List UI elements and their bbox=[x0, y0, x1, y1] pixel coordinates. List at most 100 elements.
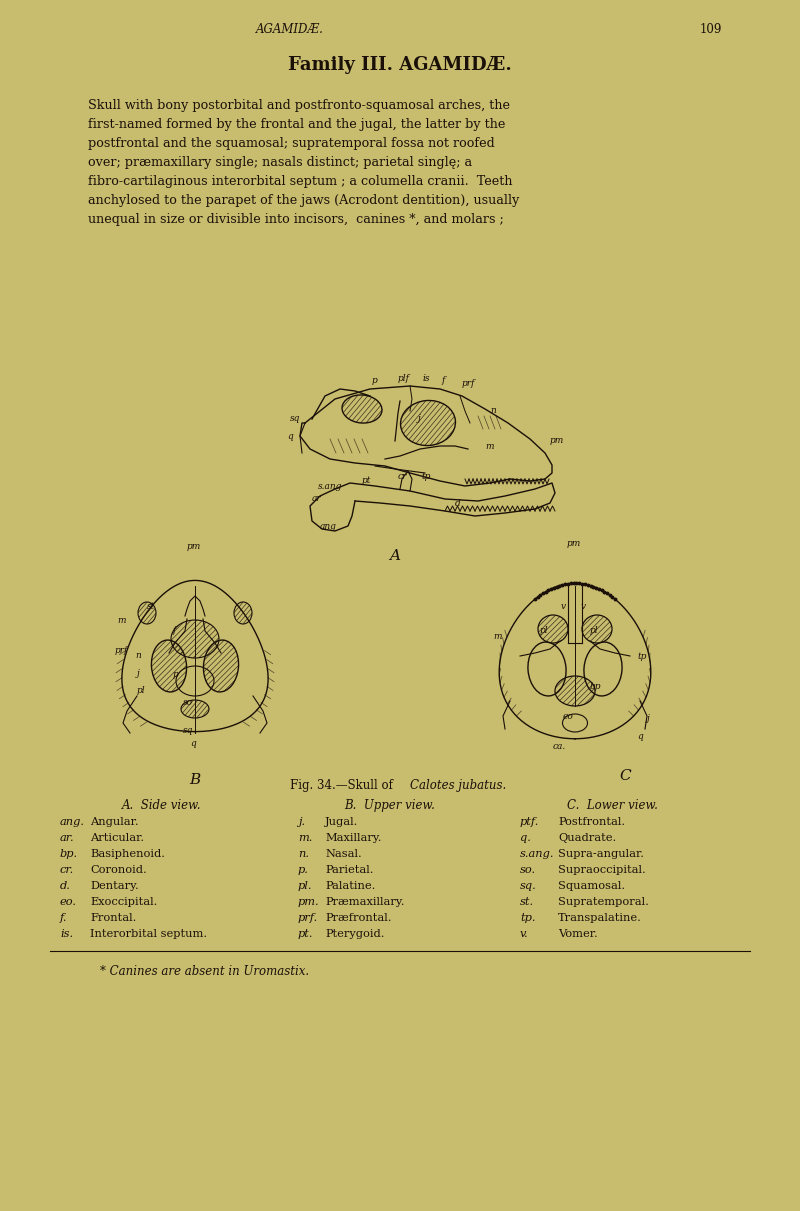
Text: ang: ang bbox=[320, 522, 337, 530]
Text: Supra-angular.: Supra-angular. bbox=[558, 849, 644, 859]
Text: v.: v. bbox=[520, 929, 529, 939]
Text: s.ang: s.ang bbox=[318, 482, 342, 490]
Text: Transpalatine.: Transpalatine. bbox=[558, 913, 642, 923]
Text: bp.: bp. bbox=[60, 849, 78, 859]
Text: s.ang.: s.ang. bbox=[520, 849, 554, 859]
Text: pl.: pl. bbox=[298, 880, 313, 891]
Text: Quadrate.: Quadrate. bbox=[558, 833, 616, 843]
Text: so.: so. bbox=[520, 865, 536, 876]
Text: q: q bbox=[287, 432, 293, 441]
Text: prf: prf bbox=[462, 379, 475, 388]
Text: p: p bbox=[372, 375, 378, 385]
Text: A: A bbox=[390, 549, 401, 563]
Text: j.: j. bbox=[298, 817, 305, 827]
Text: Supraoccipital.: Supraoccipital. bbox=[558, 865, 646, 876]
Text: m: m bbox=[117, 616, 126, 625]
Text: AGAMIDÆ.: AGAMIDÆ. bbox=[256, 23, 324, 36]
Text: A.  Side view.: A. Side view. bbox=[122, 799, 202, 813]
Text: f: f bbox=[442, 375, 446, 385]
Text: first-named formed by the frontal and the jugal, the latter by the: first-named formed by the frontal and th… bbox=[88, 117, 506, 131]
Text: Jugal.: Jugal. bbox=[325, 817, 358, 827]
Text: cr: cr bbox=[398, 472, 407, 481]
Text: ang.: ang. bbox=[60, 817, 85, 827]
Text: ar: ar bbox=[312, 494, 322, 503]
Text: Calotes jubatus.: Calotes jubatus. bbox=[410, 779, 506, 792]
Text: Basiphenoid.: Basiphenoid. bbox=[90, 849, 165, 859]
Text: plf: plf bbox=[398, 374, 410, 383]
Text: anchylosed to the parapet of the jaws (Acrodont dentition), usually: anchylosed to the parapet of the jaws (A… bbox=[88, 194, 519, 207]
Text: sq: sq bbox=[183, 727, 194, 735]
Text: sq: sq bbox=[290, 414, 300, 423]
Text: n.: n. bbox=[298, 849, 309, 859]
Text: q: q bbox=[190, 739, 196, 748]
Text: v: v bbox=[581, 602, 586, 612]
Text: Coronoid.: Coronoid. bbox=[90, 865, 146, 876]
Text: ptf.: ptf. bbox=[520, 817, 539, 827]
Text: postfrontal and the squamosal; supratemporal fossa not roofed: postfrontal and the squamosal; supratemp… bbox=[88, 137, 494, 150]
Text: pm.: pm. bbox=[298, 897, 320, 907]
Text: is.: is. bbox=[60, 929, 73, 939]
Text: n: n bbox=[490, 406, 496, 415]
Text: Præfrontal.: Præfrontal. bbox=[325, 913, 391, 923]
Text: Fig. 34.—Skull of: Fig. 34.—Skull of bbox=[290, 779, 397, 792]
Text: pl: pl bbox=[590, 626, 598, 635]
Text: unequal in size or divisible into incisors,  canines *, and molars ;: unequal in size or divisible into inciso… bbox=[88, 213, 504, 226]
Text: d: d bbox=[455, 499, 461, 507]
Text: j: j bbox=[137, 668, 140, 678]
Text: Interorbital septum.: Interorbital septum. bbox=[90, 929, 207, 939]
Text: pl: pl bbox=[137, 685, 146, 695]
Text: is: is bbox=[423, 374, 430, 383]
Text: eo.: eo. bbox=[60, 897, 77, 907]
Text: pm: pm bbox=[567, 539, 582, 549]
Text: Squamosal.: Squamosal. bbox=[558, 880, 625, 891]
Text: B.  Upper view.: B. Upper view. bbox=[345, 799, 435, 813]
Text: j: j bbox=[418, 414, 421, 423]
Text: pl: pl bbox=[540, 626, 549, 635]
Text: Supratemporal.: Supratemporal. bbox=[558, 897, 649, 907]
Text: m.: m. bbox=[298, 833, 312, 843]
Text: * Canines are absent in Uromastix.: * Canines are absent in Uromastix. bbox=[100, 965, 309, 978]
Text: f.: f. bbox=[60, 913, 67, 923]
Text: st.: st. bbox=[520, 897, 534, 907]
Text: m: m bbox=[493, 632, 502, 641]
Text: Angular.: Angular. bbox=[90, 817, 138, 827]
Text: Præmaxillary.: Præmaxillary. bbox=[325, 897, 405, 907]
Text: sq.: sq. bbox=[520, 880, 537, 891]
Text: cr.: cr. bbox=[60, 865, 74, 876]
Text: tp: tp bbox=[422, 472, 431, 481]
Text: bp: bp bbox=[590, 682, 602, 691]
Text: st: st bbox=[147, 602, 155, 612]
Text: d.: d. bbox=[60, 880, 71, 891]
Text: tp: tp bbox=[637, 652, 646, 661]
Text: p.: p. bbox=[298, 865, 309, 876]
Text: Dentary.: Dentary. bbox=[90, 880, 138, 891]
Text: m: m bbox=[485, 442, 494, 450]
Text: Pterygoid.: Pterygoid. bbox=[325, 929, 385, 939]
Text: C: C bbox=[619, 769, 631, 784]
Text: v: v bbox=[561, 602, 566, 612]
Text: n: n bbox=[135, 652, 141, 660]
Text: q.: q. bbox=[520, 833, 531, 843]
Text: p: p bbox=[173, 670, 178, 679]
Text: prf: prf bbox=[115, 645, 128, 655]
Text: tp.: tp. bbox=[520, 913, 535, 923]
Text: q: q bbox=[637, 731, 642, 741]
Text: Exoccipital.: Exoccipital. bbox=[90, 897, 158, 907]
Text: C.  Lower view.: C. Lower view. bbox=[566, 799, 658, 813]
Text: pm: pm bbox=[550, 436, 564, 444]
Text: pt: pt bbox=[362, 476, 371, 484]
Text: Postfrontal.: Postfrontal. bbox=[558, 817, 625, 827]
Text: ar.: ar. bbox=[60, 833, 74, 843]
Text: prf.: prf. bbox=[298, 913, 318, 923]
Text: fibro-cartilaginous interorbital septum ; a columella cranii.  Teeth: fibro-cartilaginous interorbital septum … bbox=[88, 176, 513, 188]
Text: pm: pm bbox=[187, 543, 202, 551]
Text: eo: eo bbox=[563, 712, 574, 721]
Text: j: j bbox=[647, 714, 650, 723]
Text: ca.: ca. bbox=[553, 742, 566, 751]
Text: over; præmaxillary single; nasals distinct; parietal singlę; a: over; præmaxillary single; nasals distin… bbox=[88, 156, 472, 170]
Text: Family III. AGAMIDÆ.: Family III. AGAMIDÆ. bbox=[288, 56, 512, 74]
Text: Frontal.: Frontal. bbox=[90, 913, 136, 923]
Text: so: so bbox=[183, 698, 193, 707]
Text: Palatine.: Palatine. bbox=[325, 880, 375, 891]
Text: Skull with bony postorbital and postfronto-squamosal arches, the: Skull with bony postorbital and postfron… bbox=[88, 99, 510, 111]
